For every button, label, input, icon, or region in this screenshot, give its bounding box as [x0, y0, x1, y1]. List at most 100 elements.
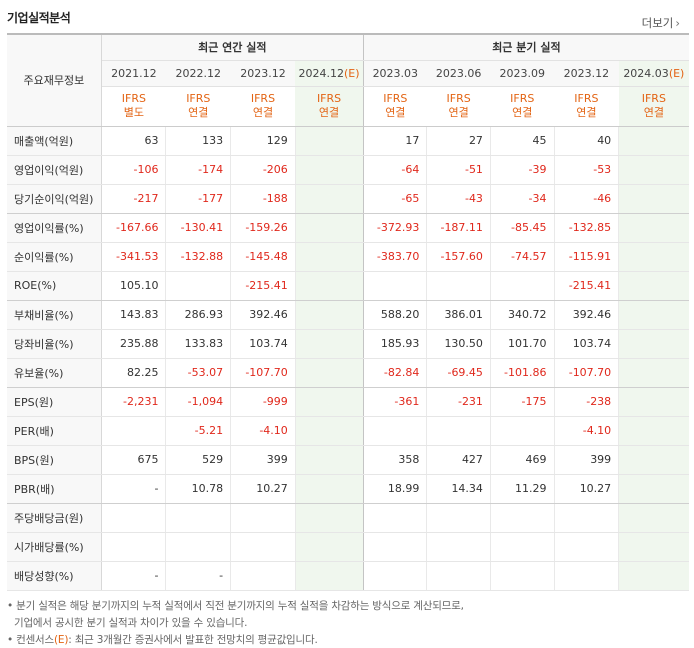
row-label[interactable]: PBR(배) — [7, 474, 102, 504]
table-cell — [426, 532, 491, 562]
table-cell: 11.29 — [489, 474, 555, 504]
table-cell — [294, 445, 364, 475]
ifrs-basis-header: IFRS 연결 — [165, 86, 231, 127]
table-row: ROE(%) 105.10 -215.41 -215.41 — [7, 271, 689, 301]
annual-date-header: 2023.12 — [230, 60, 296, 87]
table-cell: - — [100, 474, 166, 504]
table-row: PBR(배) -10.78 10.27 18.99 14.34 11.29 10.27 — [7, 474, 689, 504]
financial-table: 주요재무정보 최근 연간 실적 최근 분기 실적 2021.12 2022.12 2… — [7, 33, 689, 591]
table-cell — [294, 126, 364, 156]
annual-date-header: 2021.12 — [101, 60, 166, 87]
row-label[interactable]: EPS(원) — [7, 387, 102, 417]
row-label[interactable]: 영업이익률(%) — [7, 213, 102, 243]
table-cell — [294, 329, 364, 359]
row-label[interactable]: 부채비율(%) — [7, 300, 102, 330]
table-cell: -145.48 — [230, 242, 296, 272]
row-label[interactable]: 당좌비율(%) — [7, 329, 102, 359]
more-link[interactable]: 더보기 › — [642, 15, 680, 31]
row-label[interactable]: 매출액(억원) — [7, 126, 102, 156]
chevron-right-icon: › — [675, 16, 680, 30]
table-cell — [618, 474, 689, 504]
row-label[interactable]: 배당성향(%) — [7, 561, 102, 591]
table-cell — [618, 532, 689, 562]
table-cell: -82.84 — [362, 358, 427, 388]
table-cell: -187.11 — [426, 213, 491, 243]
table-cell — [426, 416, 491, 446]
row-label[interactable]: 시가배당률(%) — [7, 532, 102, 562]
table-cell: -372.93 — [362, 213, 427, 243]
row-label[interactable]: PER(배) — [7, 416, 102, 446]
table-cell: -217 — [100, 184, 166, 214]
table-row: 부채비율(%) 143.83 286.93 392.46 588.20 386.01 340… — [7, 300, 689, 330]
table-cell: -215.41 — [553, 271, 619, 301]
table-cell: 399 — [553, 445, 619, 475]
footnote-line: 기업에서 공시한 분기 실적과 차이가 있을 수 있습니다. — [14, 617, 248, 629]
table-cell — [553, 532, 619, 562]
table-cell: -999 — [230, 387, 296, 417]
row-label[interactable]: 당기순이익(억원) — [7, 184, 102, 214]
table-cell: 10.78 — [165, 474, 231, 504]
table-cell: - — [165, 561, 231, 591]
table-cell: -231 — [426, 387, 491, 417]
table-cell — [489, 271, 555, 301]
table-cell: 103.74 — [553, 329, 619, 359]
table-cell — [618, 184, 689, 214]
table-cell: -43 — [426, 184, 491, 214]
table-cell: 63 — [100, 126, 166, 156]
table-cell: 399 — [230, 445, 296, 475]
table-row: 매출액(억원) 63 133 129 17 27 45 40 — [7, 126, 689, 156]
ifrs-basis-header: IFRS 연결 — [490, 86, 555, 127]
table-cell: -106 — [100, 155, 166, 185]
footnote-line: • 분기 실적은 해당 분기까지의 누적 실적에서 직전 분기까지의 누적 실적… — [7, 600, 464, 612]
table-cell — [618, 416, 689, 446]
table-cell: 129 — [230, 126, 296, 156]
ifrs-basis-header: IFRS 연결 — [426, 86, 491, 127]
table-cell: -4.10 — [230, 416, 296, 446]
table-cell: 675 — [100, 445, 166, 475]
row-label[interactable]: 유보율(%) — [7, 358, 102, 388]
table-cell: -53 — [553, 155, 619, 185]
table-cell — [294, 300, 364, 330]
row-label[interactable]: 주당배당금(원) — [7, 503, 102, 533]
table-cell — [294, 532, 364, 562]
section-title: 기업실적분석 — [7, 11, 71, 25]
table-cell — [618, 213, 689, 243]
footnote-line: • 컨센서스(E): 최근 3개월간 증권사에서 발표한 전망치의 평균값입니다… — [7, 634, 318, 646]
table-cell: -69.45 — [426, 358, 491, 388]
table-row: 유보율(%) 82.25 -53.07 -107.70 -82.84 -69.45 -101… — [7, 358, 689, 388]
table-row: EPS(원) -2,231 -1,094 -999 -361 -231 -175 -238 — [7, 387, 689, 417]
table-cell — [618, 155, 689, 185]
table-row: 주당배당금(원) — [7, 503, 689, 533]
table-cell — [294, 213, 364, 243]
table-cell: -167.66 — [100, 213, 166, 243]
table-cell: -39 — [489, 155, 555, 185]
table-cell: 14.34 — [426, 474, 491, 504]
table-cell: 133.83 — [165, 329, 231, 359]
more-link-label: 더보기 — [641, 16, 674, 30]
table-cell: 386.01 — [426, 300, 491, 330]
table-cell: -132.88 — [165, 242, 231, 272]
table-cell: -157.60 — [426, 242, 491, 272]
row-label[interactable]: 순이익률(%) — [7, 242, 102, 272]
ifrs-basis-header: IFRS 연결 — [295, 86, 364, 127]
table-cell — [230, 532, 296, 562]
table-cell: 286.93 — [165, 300, 231, 330]
table-row: 당기순이익(억원) -217 -177 -188 -65 -43 -34 -46 — [7, 184, 689, 214]
table-cell — [294, 155, 364, 185]
row-label[interactable]: 영업이익(억원) — [7, 155, 102, 185]
table-cell: 40 — [553, 126, 619, 156]
table-cell — [294, 503, 364, 533]
table-cell: -85.45 — [489, 213, 555, 243]
table-cell: 235.88 — [100, 329, 166, 359]
row-label[interactable]: ROE(%) — [7, 271, 102, 301]
row-label[interactable]: BPS(원) — [7, 445, 102, 475]
table-cell — [553, 561, 619, 591]
table-cell — [165, 532, 231, 562]
table-cell: -383.70 — [362, 242, 427, 272]
table-cell: -74.57 — [489, 242, 555, 272]
ifrs-basis-header: IFRS 연결 — [554, 86, 619, 127]
table-cell: 588.20 — [362, 300, 427, 330]
table-cell: -177 — [165, 184, 231, 214]
table-cell: 358 — [362, 445, 427, 475]
table-cell: -107.70 — [230, 358, 296, 388]
